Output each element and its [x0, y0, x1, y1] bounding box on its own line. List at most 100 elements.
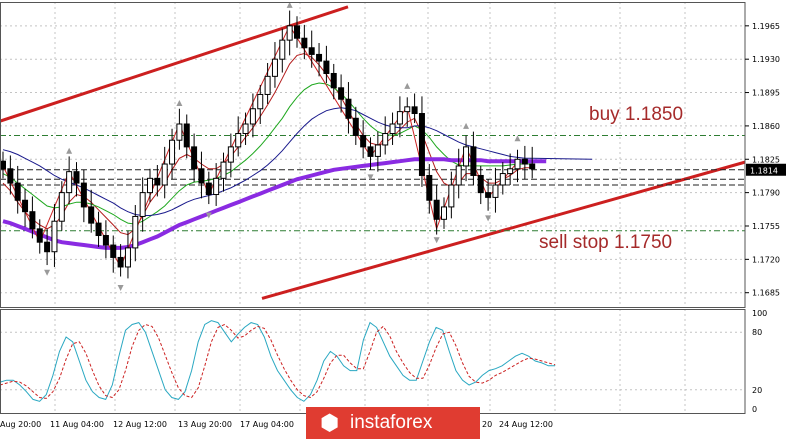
- bear-candle: [470, 146, 477, 176]
- fractal-up-marker: [404, 82, 411, 89]
- bear-candle: [485, 192, 492, 198]
- fractal-up-marker: [176, 100, 183, 107]
- level-lines: [0, 134, 745, 232]
- bear-candle: [191, 146, 198, 170]
- bear-candle: [14, 182, 21, 201]
- fractal-up-marker: [463, 122, 470, 129]
- bear-candle: [330, 72, 337, 89]
- bear-candle: [338, 87, 345, 100]
- fractal-down-marker: [44, 269, 51, 276]
- bull-candle: [66, 171, 73, 194]
- sell-stop-annotation: sell stop 1.1750: [539, 232, 673, 253]
- y-tick-label: 1.1965: [752, 22, 780, 31]
- oscillator-tick-label: 0: [752, 405, 757, 414]
- fractal-up-marker: [66, 147, 73, 154]
- y-tick-label: 1.1930: [752, 55, 780, 64]
- fractal-up-marker: [286, 1, 293, 8]
- fractal-down-marker: [433, 237, 440, 244]
- bull-candle: [58, 192, 65, 222]
- bull-candle: [382, 133, 389, 146]
- bear-candle: [154, 177, 161, 186]
- bull-candle: [279, 39, 286, 60]
- x-tick-label: 24 Aug 12:00: [499, 420, 553, 429]
- candles: [0, 10, 536, 279]
- y-tick-label: 1.1860: [752, 122, 780, 131]
- bear-candle: [426, 174, 433, 201]
- bear-candle: [198, 168, 205, 184]
- stochastic-signal-line: [0, 323, 556, 399]
- main-panel-frame: [0, 2, 746, 308]
- bear-candle: [345, 98, 352, 119]
- bull-candle: [51, 220, 58, 253]
- bear-candle: [44, 241, 51, 253]
- bull-candle: [264, 75, 271, 95]
- x-tick-label: 13 Aug 20:00: [178, 420, 232, 429]
- bear-candle: [95, 222, 102, 237]
- bull-candle: [441, 206, 447, 220]
- x-tick-label: 12 Aug 12:00: [113, 420, 167, 429]
- fractal-down-marker: [117, 284, 124, 291]
- bull-candle: [257, 93, 264, 110]
- bear-candle: [7, 168, 14, 184]
- lower-trendline: [261, 160, 746, 300]
- bull-candle: [286, 25, 293, 41]
- bull-candle: [124, 247, 131, 268]
- instaforex-logo-icon: ⬢: [320, 410, 340, 435]
- bull-candle: [249, 108, 256, 125]
- bull-candle: [404, 106, 411, 113]
- axes: 1.1965 1.1930 1.1895 1.1860 1.1825 1.1790 1.17…: [0, 2, 786, 429]
- bull-candle: [220, 161, 227, 179]
- bull-candle: [169, 139, 176, 165]
- y-tick-label: 1.1720: [752, 255, 780, 264]
- logo-text: instaforex: [350, 412, 433, 433]
- x-tick-label: 20: [482, 420, 492, 429]
- bear-candle: [529, 163, 536, 170]
- bear-candle: [0, 160, 6, 170]
- bear-candle: [418, 113, 425, 176]
- stochastic-main-line: [0, 320, 555, 402]
- bull-candle: [139, 192, 146, 217]
- bull-candle: [463, 146, 470, 167]
- bull-candle: [492, 184, 499, 198]
- grid: [0, 2, 745, 413]
- y-tick-label: 1.1755: [752, 222, 780, 231]
- buy-annotation: buy 1.1850: [589, 104, 684, 125]
- bear-candle: [433, 199, 440, 220]
- bear-candle: [367, 146, 374, 157]
- ma-navy-line: [2, 107, 593, 216]
- bear-candle: [411, 106, 418, 115]
- bull-candle: [455, 165, 462, 186]
- fractal-down-marker: [205, 212, 212, 219]
- stochastic-oscillator: [0, 320, 745, 402]
- current-price-box: [746, 163, 786, 176]
- bear-candle: [323, 60, 330, 74]
- bear-candle: [117, 256, 124, 268]
- bear-candle: [183, 123, 190, 148]
- bull-candle: [176, 123, 183, 141]
- ma-purple-line: [2, 157, 547, 250]
- bull-candle: [235, 133, 242, 148]
- x-tick-label: Aug 20:00: [0, 420, 41, 429]
- bear-candle: [477, 174, 484, 194]
- fractal-down-marker: [367, 174, 374, 181]
- bull-candle: [161, 163, 168, 186]
- y-tick-label: 1.1790: [752, 189, 780, 198]
- bear-candle: [308, 47, 315, 55]
- bear-candle: [110, 244, 117, 258]
- instaforex-logo: ⬢ instaforex: [306, 407, 480, 439]
- bear-candle: [36, 228, 43, 243]
- bear-candle: [102, 235, 109, 246]
- bear-candle: [73, 171, 80, 184]
- bear-candle: [521, 158, 528, 165]
- bull-candle: [132, 215, 139, 249]
- y-tick-label: 1.1895: [752, 89, 780, 98]
- fractal-up-marker: [514, 135, 521, 142]
- y-tick-label: 1.1685: [752, 289, 780, 298]
- bear-candle: [352, 117, 359, 136]
- current-price-label: 1.1814: [750, 166, 778, 175]
- bear-candle: [88, 206, 95, 224]
- bull-candle: [514, 158, 521, 170]
- bull-candle: [448, 184, 455, 208]
